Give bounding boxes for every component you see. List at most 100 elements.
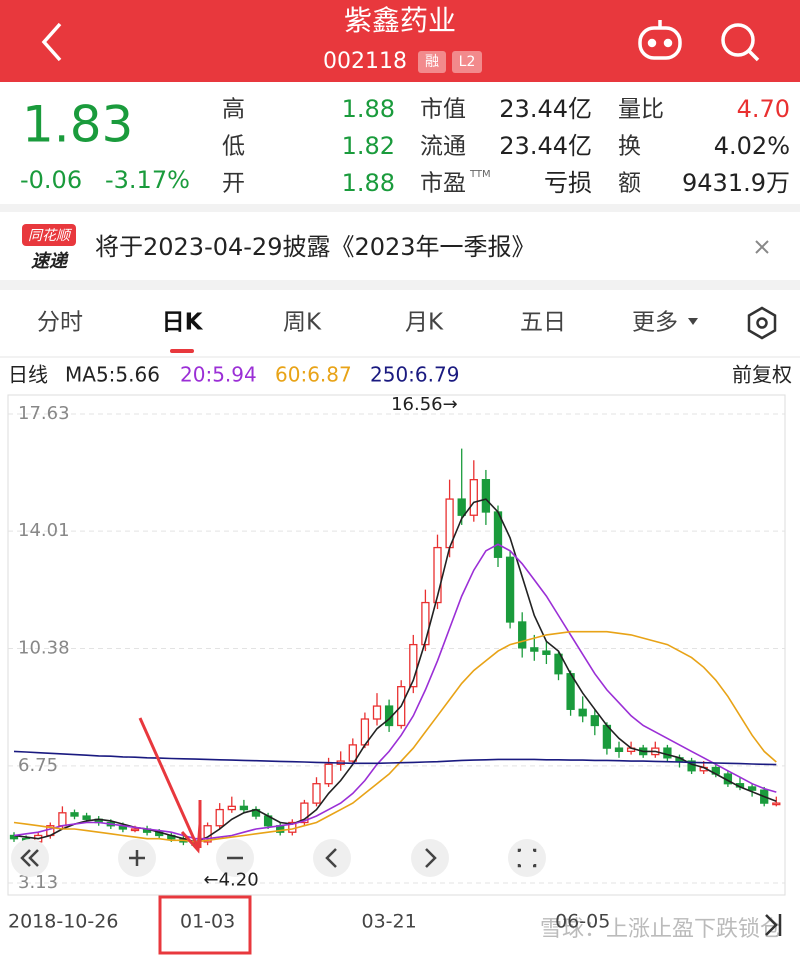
candle-body	[481, 479, 491, 513]
control-button[interactable]	[313, 839, 351, 877]
stat-value: 4.70	[737, 95, 790, 123]
stat-value: 23.44亿	[499, 95, 592, 123]
stat-value: 9431.9万	[682, 169, 790, 197]
news-logo-bottom: 速递	[31, 251, 69, 272]
chart-controls	[11, 839, 546, 877]
stat-label-sup: TTM	[469, 169, 491, 180]
watermark: 雪球：上涨止盈下跌锁仓	[540, 917, 782, 942]
stock-name: 紫鑫药业	[344, 4, 456, 37]
stat-label: 低	[222, 134, 245, 160]
candle-body	[518, 621, 527, 649]
candle-body	[542, 650, 551, 655]
ma-line	[13, 543, 777, 840]
candle-body	[227, 805, 236, 811]
plot-frame	[7, 394, 786, 896]
candle-body	[663, 747, 672, 759]
candle-body	[58, 812, 67, 827]
control-button[interactable]	[411, 839, 449, 877]
y-tick-label: 17.63	[18, 403, 70, 424]
stat-label: 高	[222, 97, 245, 123]
candle-body	[614, 747, 624, 753]
robot-icon[interactable]	[638, 20, 682, 60]
stat-label: 量比	[618, 97, 664, 123]
ma-line	[13, 630, 777, 843]
separator	[0, 204, 800, 212]
candle-body	[312, 783, 321, 804]
badge: 融	[425, 54, 439, 70]
stat-label: 市盈	[420, 171, 466, 197]
search-icon[interactable]	[721, 23, 760, 62]
tab-indicator	[170, 349, 194, 353]
control-button[interactable]	[508, 839, 546, 877]
tab[interactable]: 周K	[283, 310, 322, 336]
highlight-arrow	[138, 717, 202, 854]
stat-label: 流通	[420, 134, 466, 160]
candle-body	[578, 708, 587, 717]
y-tick-label: 6.75	[18, 755, 58, 776]
candle-body	[554, 653, 563, 675]
candle-body	[372, 705, 382, 720]
tab[interactable]: 更多	[632, 310, 678, 336]
stat-value: 1.88	[342, 169, 395, 197]
price-change: -0.06	[20, 166, 82, 194]
legend-entry: 20:5.94	[180, 363, 257, 387]
news-text[interactable]: 将于2023-04-29披露《2023年一季报》	[95, 233, 536, 261]
candle-body	[300, 802, 309, 824]
stat-value: 1.82	[342, 132, 395, 160]
scroll-end-button[interactable]	[765, 914, 782, 936]
stat-label: 额	[618, 171, 641, 197]
dropdown-caret	[688, 318, 698, 325]
stat-value: 1.88	[342, 95, 395, 123]
candle-body	[215, 808, 224, 827]
candle-body	[409, 643, 418, 688]
separator	[0, 280, 800, 290]
last-price: 1.83	[22, 96, 133, 154]
plot-area: 17.63 14.01 10.38 6.75 3.13	[8, 403, 785, 893]
x-tick-label: 01-03	[180, 911, 235, 933]
badge-bg	[452, 51, 482, 73]
candle-body	[457, 498, 466, 516]
legend-entry: MA5:5.66	[65, 363, 160, 387]
stat-value: 4.02%	[714, 132, 790, 160]
candle-body	[433, 546, 442, 604]
news-logo-bg	[22, 224, 76, 246]
badge-bg	[418, 51, 446, 73]
ma-line	[13, 498, 777, 843]
legend-entry: 250:6.79	[370, 363, 459, 387]
price-change-pct: -3.17%	[105, 166, 190, 194]
candle-body	[239, 805, 249, 811]
candle-body	[82, 815, 91, 820]
news-logo-top: 同花顺	[28, 228, 73, 244]
back-button[interactable]	[41, 22, 62, 62]
highlight-box	[158, 895, 252, 955]
settings-icon[interactable]	[747, 306, 777, 340]
x-tick-label: 2018-10-26	[8, 911, 118, 933]
min-annotation: ←4.20	[204, 869, 259, 890]
y-tick-label: 10.38	[18, 638, 70, 659]
candle-body	[324, 763, 333, 785]
candle-body	[590, 715, 599, 727]
y-tick-label: 3.13	[18, 872, 58, 893]
ma-line	[13, 750, 777, 766]
adjustment-label[interactable]: 前复权	[732, 363, 792, 387]
stat-label: 换	[618, 134, 641, 160]
candle-body	[505, 556, 515, 623]
tab[interactable]: 分时	[37, 310, 83, 336]
stat-value: 亏损	[544, 169, 592, 197]
tab[interactable]: 五日	[520, 310, 566, 336]
close-news[interactable]	[755, 240, 769, 254]
candle-body	[70, 812, 79, 817]
stat-value: 23.44亿	[499, 132, 592, 160]
candle-body	[772, 802, 781, 806]
x-tick-label: 03-21	[361, 911, 416, 933]
badge: L2	[459, 54, 476, 70]
legend-entry: 60:6.87	[275, 363, 352, 387]
tab[interactable]: 月K	[405, 310, 444, 336]
y-tick-label: 14.01	[18, 520, 70, 541]
candle-body	[348, 744, 357, 762]
candle-body	[130, 828, 140, 832]
tab[interactable]: 日K	[162, 310, 204, 336]
candle-body	[530, 647, 539, 652]
